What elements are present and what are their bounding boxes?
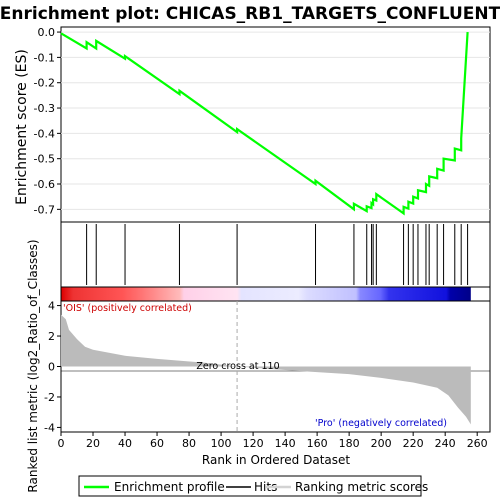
rank-x-tick-label: 0 bbox=[58, 437, 65, 450]
rank-x-tick-label: 120 bbox=[243, 437, 264, 450]
es-panel: 0.0 -0.1 -0.2 -0.3 -0.4 -0.5 -0.6 -0.7 Enrichme… bbox=[14, 26, 491, 223]
color-bar-fill bbox=[61, 287, 471, 301]
rank-x-tick-label: 180 bbox=[339, 437, 360, 450]
rank-x-ticks: 0 20 40 60 80 100 120 140 160 180 200 220 240 260 bbox=[58, 432, 488, 450]
enrichment-profile-line bbox=[60, 32, 469, 216]
es-y-tick-label: -0.5 bbox=[34, 153, 55, 166]
rank-y-ticks: 4 2 0 -2 -4 bbox=[44, 300, 61, 434]
rank-x-tick-label: 260 bbox=[467, 437, 488, 450]
rank-x-tick-label: 240 bbox=[435, 437, 456, 450]
legend: Enrichment profile Hits Ranking metric s… bbox=[78, 475, 428, 497]
rank-x-tick-label: 200 bbox=[371, 437, 392, 450]
rank-x-tick-label: 220 bbox=[403, 437, 424, 450]
rank-y-tick-label: 2 bbox=[48, 330, 55, 343]
legend-hits-label: Hits bbox=[254, 480, 277, 494]
rank-x-tick-label: 80 bbox=[182, 437, 196, 450]
rank-metric-panel: 420-2-4 0 20 40 60 80 100 120 140 160 180 200 220 24… bbox=[26, 239, 491, 493]
legend-profile-label: Enrichment profile bbox=[114, 480, 225, 494]
hits-panel bbox=[60, 221, 491, 288]
rank-y-tick-label: -4 bbox=[44, 421, 55, 434]
es-y-tick-label: -0.7 bbox=[34, 203, 55, 216]
es-gridlines bbox=[61, 31, 490, 210]
legend-frame bbox=[78, 475, 422, 497]
hits-panel-frame bbox=[60, 221, 491, 288]
legend-metric-label: Ranking metric scores bbox=[295, 480, 428, 494]
positive-correlation-label: 'OIS' (positively correlated) bbox=[63, 303, 192, 314]
rank-x-tick-label: 140 bbox=[275, 437, 296, 450]
hit-marks bbox=[86, 224, 469, 285]
rank-x-tick-label: 60 bbox=[150, 437, 164, 450]
rank-color-bar bbox=[60, 286, 491, 302]
zero-cross-label: Zero cross at 110 bbox=[196, 361, 279, 372]
rank-x-tick-label: 160 bbox=[307, 437, 328, 450]
rank-y-tick-label: 0 bbox=[48, 361, 55, 374]
es-y-tick-label: -0.2 bbox=[34, 77, 55, 90]
negative-correlation-label: 'Pro' (negatively correlated) bbox=[315, 418, 447, 429]
rank-y-axis-label: Ranked list metric (log2_Ratio_of_Classe… bbox=[26, 239, 40, 492]
rank-x-tick-label: 20 bbox=[86, 437, 100, 450]
rank-y-tick-label: -2 bbox=[44, 391, 55, 404]
chart-title: Enrichment plot: CHICAS_RB1_TARGETS_CONF… bbox=[0, 4, 500, 24]
rank-x-tick-label: 40 bbox=[118, 437, 132, 450]
es-y-tick-label: -0.1 bbox=[34, 51, 55, 64]
rank-x-tick-label: 100 bbox=[211, 437, 232, 450]
es-y-tick-label: 0.0 bbox=[38, 26, 56, 39]
es-y-tick-label: -0.4 bbox=[34, 127, 55, 140]
ranking-metric-area bbox=[61, 314, 471, 425]
es-y-ticks: 0.0 -0.1 -0.2 -0.3 -0.4 -0.5 -0.6 -0.7 bbox=[34, 26, 61, 216]
rank-x-axis-label: Rank in Ordered Dataset bbox=[202, 453, 350, 467]
es-y-axis-label: Enrichment score (ES) bbox=[14, 49, 30, 205]
rank-y-tick-label: 4 bbox=[48, 300, 55, 313]
es-y-tick-label: -0.3 bbox=[34, 102, 55, 115]
es-y-tick-label: -0.6 bbox=[34, 178, 55, 191]
